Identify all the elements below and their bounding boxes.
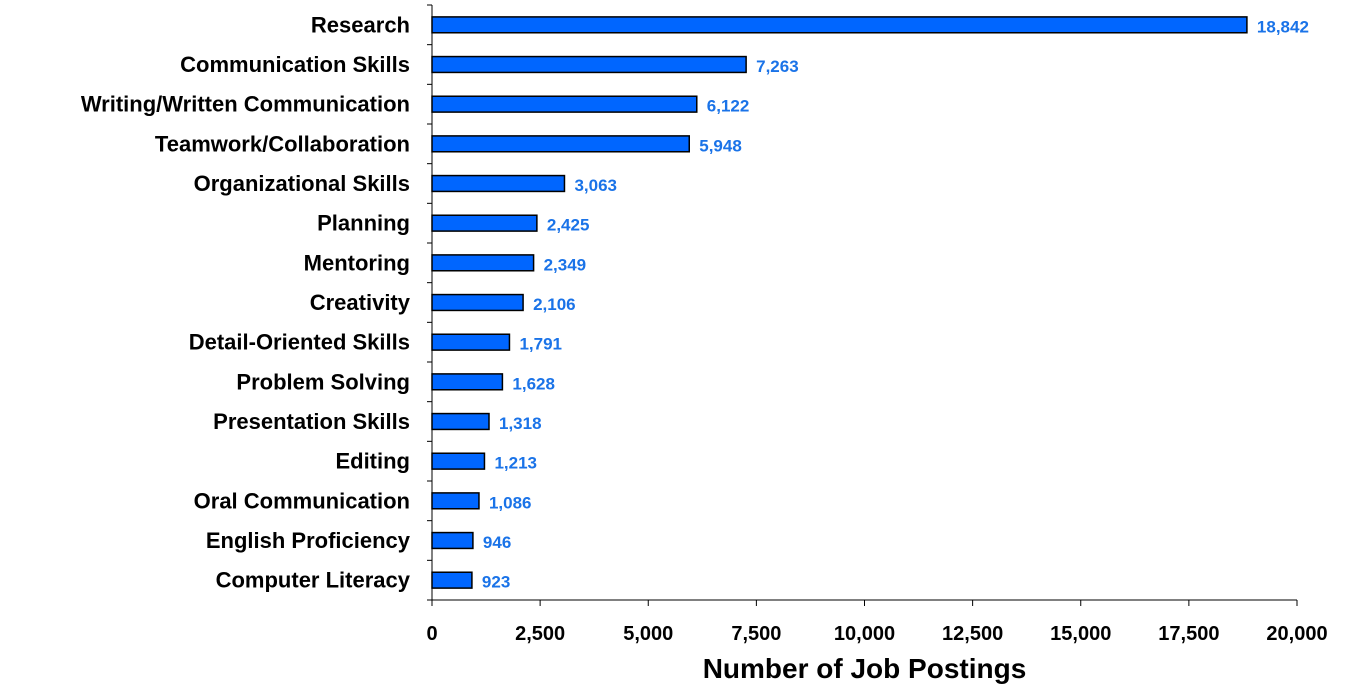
data-label: 3,063 bbox=[574, 176, 617, 195]
bar bbox=[431, 135, 691, 153]
bar bbox=[431, 492, 480, 510]
category-label: Oral Communication bbox=[194, 488, 410, 513]
data-label: 946 bbox=[483, 533, 511, 552]
x-tick-label: 0 bbox=[426, 623, 437, 645]
category-label: Detail-Oriented Skills bbox=[189, 330, 410, 355]
data-label: 1,086 bbox=[489, 493, 532, 512]
category-label: Organizational Skills bbox=[194, 171, 410, 196]
data-label: 2,349 bbox=[544, 255, 587, 274]
category-label: Mentoring bbox=[304, 250, 410, 275]
bar bbox=[431, 55, 747, 74]
bar bbox=[431, 214, 538, 232]
bar bbox=[431, 95, 698, 113]
category-label: Presentation Skills bbox=[213, 409, 410, 434]
category-label: Computer Literacy bbox=[216, 568, 411, 593]
y-axis bbox=[427, 4, 433, 601]
x-tick-label: 15,000 bbox=[1050, 623, 1111, 645]
bar bbox=[431, 412, 490, 431]
data-label: 2,106 bbox=[533, 295, 576, 314]
category-label: Research bbox=[311, 12, 410, 37]
data-label: 1,318 bbox=[499, 414, 542, 433]
category-label: Creativity bbox=[310, 290, 411, 315]
value-labels: 18,842 7,263 6,122 5,948 3,063 2,425 2,349 2,10… bbox=[482, 17, 1309, 591]
bar bbox=[431, 174, 566, 193]
x-tick-label: 5,000 bbox=[623, 623, 673, 645]
category-label: Teamwork/Collaboration bbox=[155, 131, 410, 156]
bar bbox=[431, 531, 474, 550]
category-label: Writing/Written Communication bbox=[81, 92, 410, 117]
bar bbox=[431, 452, 486, 470]
data-label: 923 bbox=[482, 573, 510, 592]
bar bbox=[431, 333, 511, 351]
x-tick-label: 17,500 bbox=[1158, 623, 1219, 645]
category-labels: Research Communication Skills Writing/Writ… bbox=[81, 12, 411, 592]
category-label: Problem Solving bbox=[236, 369, 410, 394]
x-tick-label: 7,500 bbox=[731, 623, 781, 645]
category-label: Editing bbox=[335, 449, 410, 474]
x-axis-title: Number of Job Postings bbox=[703, 653, 1027, 684]
data-label: 18,842 bbox=[1257, 17, 1309, 36]
data-label: 2,425 bbox=[547, 216, 590, 235]
bar bbox=[431, 571, 473, 589]
bar bbox=[431, 16, 1248, 34]
data-label: 5,948 bbox=[699, 136, 742, 155]
x-tick-label: 12,500 bbox=[942, 623, 1003, 645]
bar bbox=[431, 373, 504, 391]
data-label: 6,122 bbox=[707, 97, 750, 116]
category-label: English Proficiency bbox=[206, 528, 411, 553]
data-label: 1,213 bbox=[494, 454, 537, 473]
x-tick-label: 10,000 bbox=[834, 623, 895, 645]
bar bbox=[431, 254, 535, 272]
x-axis: 0 2,500 5,000 7,500 10,000 12,500 15,000 17,500… bbox=[426, 599, 1328, 645]
x-tick-label: 20,000 bbox=[1266, 623, 1327, 645]
x-tick-label: 2,500 bbox=[515, 623, 565, 645]
data-label: 1,791 bbox=[519, 335, 562, 354]
data-label: 1,628 bbox=[512, 374, 555, 393]
category-label: Communication Skills bbox=[180, 52, 410, 77]
category-label: Planning bbox=[317, 211, 410, 236]
bar bbox=[431, 293, 524, 312]
data-label: 7,263 bbox=[756, 57, 799, 76]
